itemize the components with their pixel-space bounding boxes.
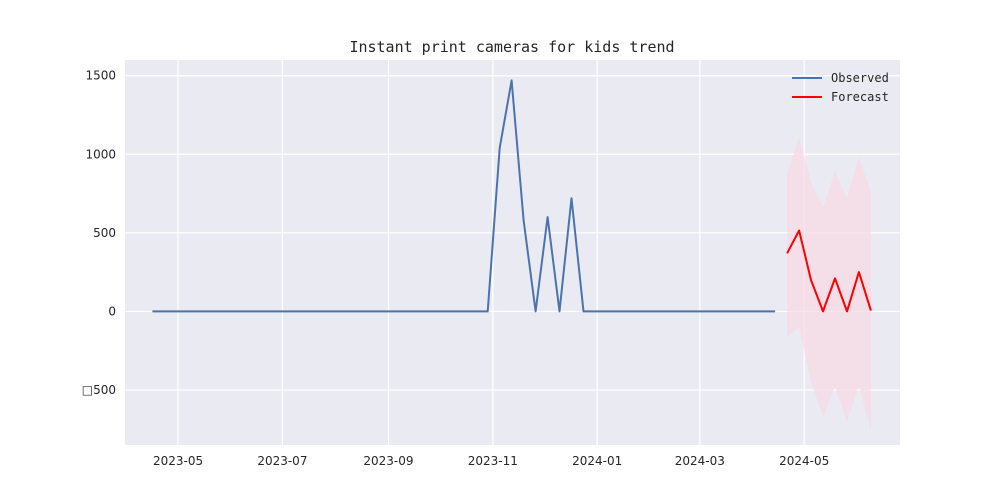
plot-background	[125, 60, 900, 445]
y-tick-label: 1000	[85, 147, 116, 161]
y-tick-label: 1500	[85, 69, 116, 83]
x-tick-label: 2024-01	[572, 454, 622, 468]
x-tick-label: 2024-05	[779, 454, 829, 468]
x-axis: 2023-05 2023-07 2023-09 2023-11 2024-01 2024-…	[153, 454, 829, 468]
x-tick-label: 2023-11	[468, 454, 518, 468]
x-tick-label: 2023-05	[153, 454, 203, 468]
legend-label-observed: Observed	[831, 71, 889, 85]
series-line-forecast	[786, 229, 872, 313]
confidence-band-group	[787, 137, 871, 431]
legend: Observed Forecast	[792, 71, 889, 104]
series-line-observed	[152, 79, 776, 313]
legend-label-forecast: Forecast	[831, 90, 889, 104]
y-tick-label: 500	[93, 226, 116, 240]
series-lines	[152, 79, 872, 313]
x-tick-label: 2023-07	[257, 454, 307, 468]
y-tick-label: □500	[82, 383, 116, 397]
x-tick-label: 2023-09	[363, 454, 413, 468]
y-axis: 1500 1000 500 0 □500	[82, 69, 116, 397]
chart-title: Instant print cameras for kids trend	[349, 38, 674, 56]
forecast-confidence-band	[787, 137, 871, 431]
x-tick-label: 2024-03	[675, 454, 725, 468]
y-tick-label: 0	[108, 304, 116, 318]
